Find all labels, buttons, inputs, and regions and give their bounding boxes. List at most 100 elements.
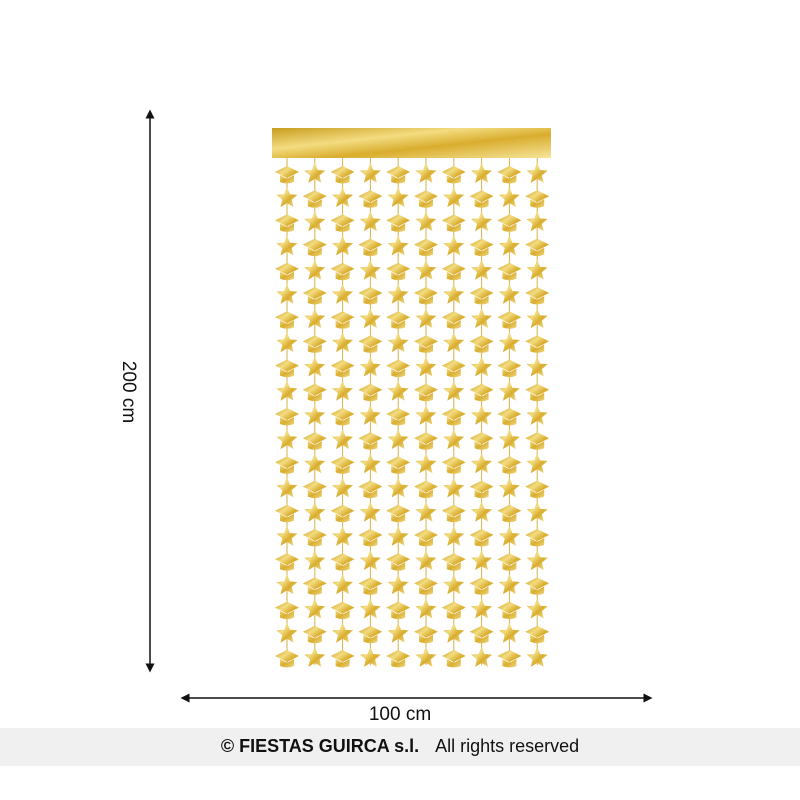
grad-cap [497, 408, 522, 426]
star [443, 526, 465, 546]
star [387, 526, 409, 546]
star [526, 647, 548, 667]
star [415, 163, 437, 183]
grad-cap [330, 650, 355, 668]
grad-cap [497, 553, 522, 571]
grad-cap [525, 529, 550, 547]
star [387, 622, 409, 643]
star [526, 453, 548, 474]
star [415, 308, 437, 329]
grad-cap [358, 480, 383, 499]
grad-cap [358, 287, 383, 305]
star [304, 501, 326, 522]
star [471, 259, 493, 280]
star [359, 308, 381, 329]
star [471, 550, 493, 571]
footer-band [0, 728, 800, 766]
star [304, 647, 326, 667]
grad-cap [330, 601, 355, 620]
grad-cap [441, 262, 466, 281]
star [359, 163, 381, 183]
star [332, 429, 354, 450]
star [526, 308, 548, 329]
grad-cap [525, 480, 550, 499]
star [359, 259, 381, 280]
star [387, 332, 409, 353]
star [387, 284, 409, 304]
grad-cap [497, 262, 522, 281]
star [276, 526, 298, 546]
grad-cap [469, 335, 494, 353]
star [332, 380, 354, 401]
grad-cap [469, 287, 494, 305]
star [526, 211, 548, 232]
grad-cap [358, 577, 383, 595]
grad-cap [275, 601, 299, 620]
grad-cap [414, 190, 438, 208]
star [471, 163, 493, 183]
grad-cap [441, 408, 466, 426]
star [359, 453, 381, 474]
grad-cap [386, 166, 411, 184]
grad-cap [302, 577, 327, 595]
star [304, 598, 326, 619]
grad-cap [441, 601, 466, 620]
star [332, 235, 354, 256]
grad-cap [275, 408, 299, 426]
grad-cap [414, 238, 438, 257]
grad-cap [330, 262, 355, 281]
star [276, 187, 298, 208]
star [359, 550, 381, 571]
star [443, 622, 465, 643]
grad-cap [469, 529, 494, 547]
curtain [272, 128, 551, 668]
grad-cap [275, 166, 299, 184]
star [387, 235, 409, 256]
grad-cap [469, 190, 494, 208]
star [415, 647, 437, 667]
grad-cap [302, 432, 327, 450]
star [387, 429, 409, 450]
grad-cap [358, 432, 383, 450]
grad-cap [275, 214, 299, 232]
star [443, 380, 465, 401]
star [415, 259, 437, 280]
star [415, 598, 437, 619]
star [526, 501, 548, 522]
star [332, 574, 354, 595]
star [304, 550, 326, 571]
grad-cap [497, 166, 522, 184]
grad-cap [497, 214, 522, 232]
grad-cap [302, 480, 327, 499]
grad-cap [414, 529, 438, 547]
grad-cap [469, 625, 494, 644]
grad-cap [275, 359, 299, 378]
grad-cap [414, 335, 438, 353]
grad-cap [497, 359, 522, 378]
star [276, 235, 298, 256]
grad-cap [386, 504, 411, 523]
grad-cap [497, 504, 522, 523]
star [332, 622, 354, 643]
width-label: 100 cm [369, 704, 431, 725]
grad-cap [497, 311, 522, 329]
star [276, 429, 298, 450]
grad-cap [414, 287, 438, 305]
star [359, 356, 381, 377]
star [304, 356, 326, 377]
footer-text: © FIESTAS GUIRCA s.l. All rights reserve… [221, 736, 579, 756]
star [304, 259, 326, 280]
grad-cap [330, 214, 355, 232]
star [304, 453, 326, 474]
grad-cap [525, 287, 550, 305]
star [471, 453, 493, 474]
grad-cap [358, 190, 383, 208]
grad-cap [414, 577, 438, 595]
grad-cap [275, 262, 299, 281]
star [471, 308, 493, 329]
curtain-header [272, 128, 551, 158]
grad-cap [330, 553, 355, 571]
star [304, 308, 326, 329]
grad-cap [469, 238, 494, 257]
